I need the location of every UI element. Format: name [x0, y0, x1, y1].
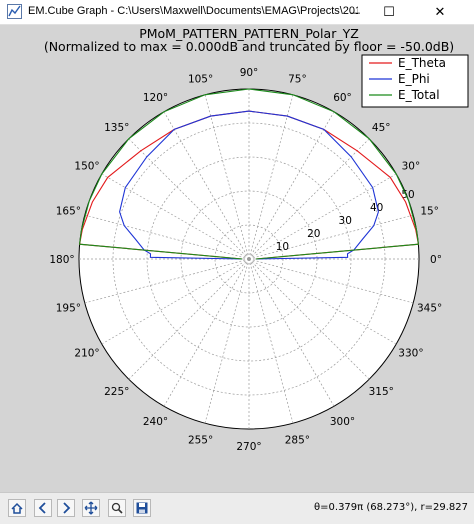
- angular-gridline: [84, 258, 250, 304]
- home-button[interactable]: [8, 499, 26, 517]
- angle-tick-label: 165°: [56, 206, 81, 218]
- angle-tick-label: 345°: [417, 302, 442, 314]
- forward-icon: [63, 502, 71, 514]
- minimize-button[interactable]: —: [338, 0, 372, 24]
- angular-gridline: [163, 111, 250, 260]
- angular-gridline: [248, 258, 414, 304]
- angle-tick-label: 90°: [240, 67, 259, 79]
- radial-tick-label: 20: [307, 228, 320, 240]
- angle-tick-label: 300°: [330, 416, 355, 428]
- angle-tick-label: 105°: [188, 73, 213, 85]
- pan-icon: [84, 501, 98, 515]
- zoom-button[interactable]: [108, 499, 126, 517]
- angle-tick-label: 150°: [74, 161, 99, 173]
- series-line-e-phi: [119, 110, 379, 260]
- angular-gridline: [248, 138, 370, 260]
- angle-tick-label: 180°: [49, 254, 74, 266]
- angle-tick-label: 285°: [285, 435, 310, 447]
- save-button[interactable]: [133, 499, 151, 517]
- angle-tick-label: 270°: [236, 441, 261, 453]
- angle-tick-label: 330°: [398, 348, 423, 360]
- toolbar: θ=0.379π (68.273°), r=29.827: [0, 492, 474, 524]
- angular-gridline: [101, 173, 250, 260]
- angle-tick-label: 135°: [104, 122, 129, 134]
- forward-button[interactable]: [57, 499, 75, 517]
- angular-gridline: [248, 173, 397, 260]
- angle-tick-label: 0°: [430, 254, 442, 266]
- close-button[interactable]: ✕: [406, 0, 474, 24]
- angle-tick-label: 255°: [188, 435, 213, 447]
- radial-tick-label: 40: [370, 202, 383, 214]
- chart-subtitle: (Normalized to max = 0.000dB and truncat…: [44, 39, 454, 54]
- angle-tick-label: 315°: [369, 386, 394, 398]
- title-bar: EM.Cube Graph - C:\Users\Maxwell\Documen…: [0, 0, 474, 25]
- angular-gridline: [248, 258, 335, 407]
- close-icon: ✕: [434, 4, 446, 20]
- angular-gridline: [204, 94, 250, 260]
- minimize-icon: —: [349, 5, 361, 19]
- angular-gridline: [128, 138, 250, 260]
- radial-tick-label: 10: [276, 241, 289, 253]
- angle-tick-label: 120°: [143, 92, 168, 104]
- angle-tick-label: 225°: [104, 386, 129, 398]
- series-line-e-total: [78, 88, 420, 260]
- angular-gridline: [163, 258, 250, 407]
- back-button[interactable]: [34, 499, 52, 517]
- chart-title: PMoM_PATTERN_PATTERN_Polar_YZ: [139, 26, 359, 41]
- angular-gridline: [248, 111, 335, 260]
- angle-tick-label: 240°: [143, 416, 168, 428]
- angle-tick-label: 30°: [402, 161, 421, 173]
- angle-tick-label: 60°: [333, 92, 352, 104]
- pan-button[interactable]: [82, 499, 100, 517]
- angular-gridline: [204, 258, 250, 424]
- angular-gridline: [128, 258, 250, 380]
- angular-gridline: [248, 94, 294, 260]
- legend: E_Theta E_Phi E_Total: [361, 54, 469, 108]
- maximize-icon: ☐: [383, 4, 395, 20]
- angle-tick-label: 210°: [74, 348, 99, 360]
- angular-gridline: [248, 258, 397, 345]
- angular-gridline: [248, 214, 414, 260]
- radial-tick-label: 30: [339, 215, 352, 227]
- window-title: EM.Cube Graph - C:\Users\Maxwell\Documen…: [28, 5, 358, 17]
- zoom-icon: [111, 502, 123, 514]
- angular-gridline: [248, 258, 370, 380]
- home-icon: [11, 502, 23, 514]
- angle-tick-label: 195°: [56, 302, 81, 314]
- cursor-status: θ=0.379π (68.273°), r=29.827: [314, 502, 468, 513]
- back-icon: [38, 502, 46, 514]
- angle-tick-label: 15°: [420, 206, 439, 218]
- polar-plot[interactable]: PMoM_PATTERN_PATTERN_Polar_YZ (Normalize…: [0, 25, 474, 492]
- app-icon: [7, 4, 22, 19]
- legend-label: E_Total: [398, 88, 440, 102]
- save-icon: [136, 502, 148, 514]
- angle-tick-label: 75°: [288, 73, 307, 85]
- angle-tick-label: 45°: [372, 122, 391, 134]
- legend-label: E_Phi: [398, 72, 430, 86]
- angular-gridline: [101, 258, 250, 345]
- legend-label: E_Theta: [398, 56, 446, 70]
- angular-gridline: [84, 214, 250, 260]
- angular-gridline: [248, 258, 294, 424]
- maximize-button[interactable]: ☐: [372, 0, 406, 24]
